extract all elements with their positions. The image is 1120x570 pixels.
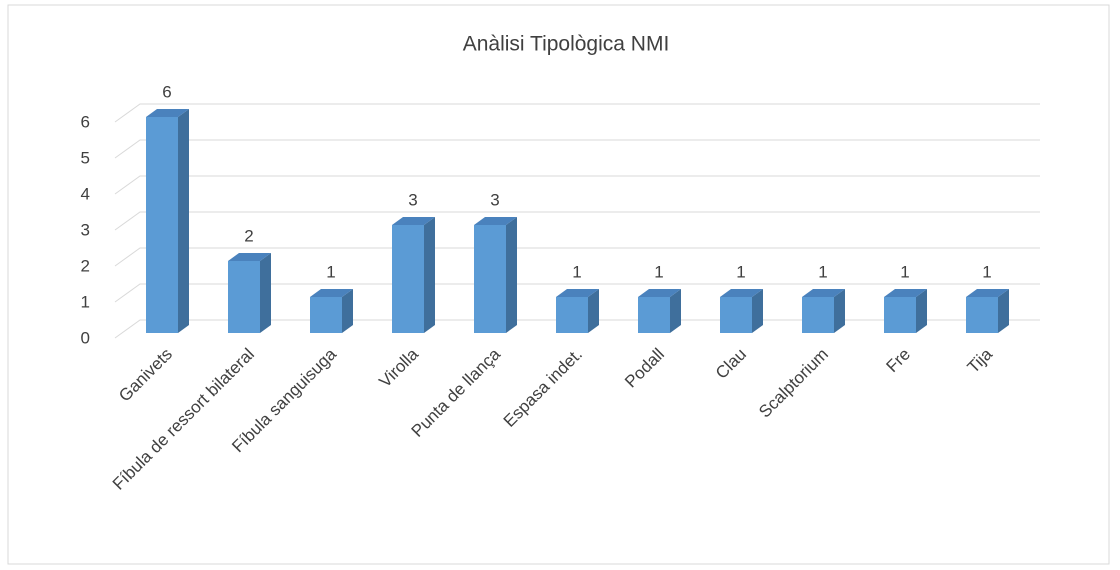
y-tick-label: 2 [81,256,90,275]
bar-top [228,253,271,261]
bar-top [310,289,353,297]
bar [310,297,342,333]
bar-side [998,289,1009,333]
bar [638,297,670,333]
bar-side [834,289,845,333]
grid-line [114,211,1040,231]
bar-side [670,289,681,333]
bar [146,117,178,333]
data-label: 1 [982,262,991,281]
bar-top [556,289,599,297]
bar-top [720,289,763,297]
grid-line [114,283,1040,303]
bar [556,297,588,333]
data-label: 3 [408,190,417,209]
bar [720,297,752,333]
bar [474,225,506,333]
bar-top [392,217,435,225]
bar [228,261,260,333]
data-label: 1 [818,262,827,281]
bar [884,297,916,333]
y-tick-label: 3 [81,220,90,239]
bar-side [916,289,927,333]
grid-line [114,247,1040,267]
bar-top [802,289,845,297]
bar-side [506,217,517,333]
bar-side [752,289,763,333]
data-label: 1 [736,262,745,281]
bar-side [178,109,189,333]
bar [966,297,998,333]
data-label: 1 [900,262,909,281]
data-label: 1 [326,262,335,281]
y-tick-label: 0 [81,328,90,347]
bar-top [638,289,681,297]
grid-line [114,139,1040,159]
data-label: 3 [490,190,499,209]
data-label: 2 [244,226,253,245]
bar-top [966,289,1009,297]
bar-top [146,109,189,117]
bar-top [474,217,517,225]
data-label: 1 [654,262,663,281]
bar [392,225,424,333]
data-label: 1 [572,262,581,281]
y-tick-label: 1 [81,292,90,311]
bar-top [884,289,927,297]
bar-side [260,253,271,333]
y-tick-label: 6 [81,112,90,131]
grid-line [114,175,1040,195]
data-label: 6 [162,82,171,101]
y-tick-label: 5 [81,148,90,167]
bar-side [588,289,599,333]
bar-side [424,217,435,333]
y-tick-label: 4 [81,184,90,203]
bar-side [342,289,353,333]
bar [802,297,834,333]
grid-line [114,103,1040,123]
chart-title: Anàlisi Tipològica NMI [463,33,670,56]
